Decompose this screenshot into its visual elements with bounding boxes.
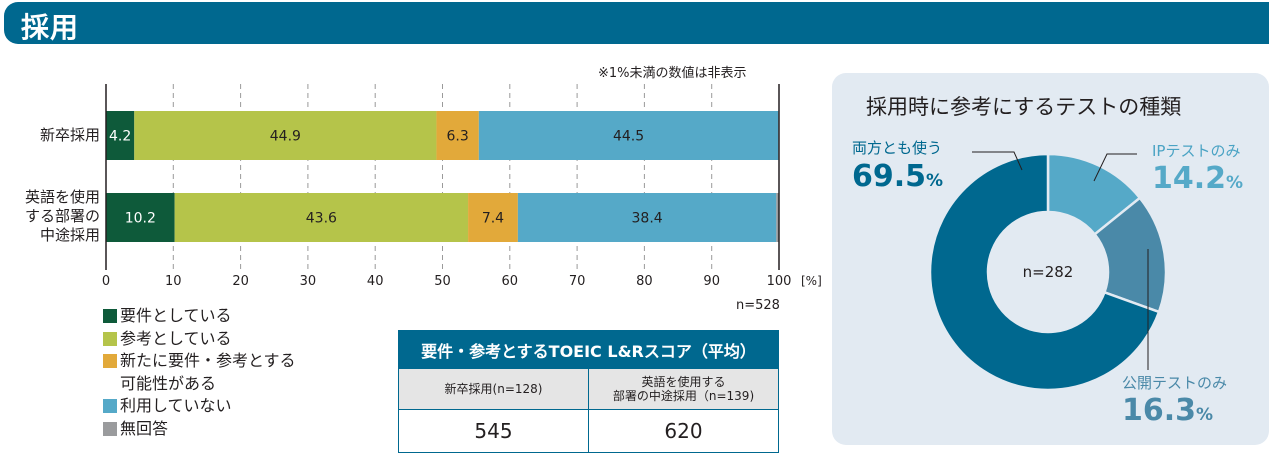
- pct-unit: %: [926, 171, 944, 191]
- pct-value: 14.2: [1152, 161, 1227, 196]
- bar-segment: [776, 193, 779, 242]
- bar-data-label: 43.6: [306, 211, 337, 227]
- legend-swatch: [103, 354, 117, 368]
- x-tick-label: 80: [636, 274, 653, 289]
- bar-data-label: 38.4: [632, 211, 663, 227]
- score-value: 545: [398, 409, 589, 453]
- legend-label: 利用していない: [120, 396, 232, 415]
- legend-item: 利用していない: [103, 395, 296, 418]
- bar-segment: [134, 111, 437, 160]
- donut-title: 採用時に参考にするテストの種類: [866, 95, 1182, 119]
- bar-segment: [468, 193, 518, 242]
- legend-item: 要件としている: [103, 305, 296, 328]
- legend-label: 無回答: [120, 418, 169, 438]
- pct-unit: %: [1226, 173, 1244, 193]
- legend-item: 参考としている: [103, 328, 296, 351]
- x-tick-label: 70: [569, 274, 586, 289]
- donut-label-public: 公開テストのみ: [1122, 374, 1228, 392]
- section-header: 採用: [4, 2, 1269, 44]
- bar-chart-n: n=528: [736, 298, 780, 313]
- legend-swatch: [103, 309, 117, 323]
- score-table-title: 要件・参考とするTOEIC L&Rスコア（平均）: [398, 330, 779, 369]
- x-tick-label: 10: [165, 274, 182, 289]
- bar-segment: [517, 193, 777, 242]
- bar-data-label: 10.2: [125, 211, 156, 227]
- chart-note: ※1%未満の数値は非表示: [598, 66, 747, 81]
- bar-segment: [106, 111, 135, 160]
- bar-category-label: 英語を使用 する部署の 中途採用: [25, 188, 100, 245]
- legend-label: 要件としている: [120, 306, 232, 325]
- leader-line-both: [972, 151, 1023, 171]
- category-label-line: 英語を使用: [24, 188, 100, 206]
- donut-pct-ip: 14.2%: [1152, 161, 1243, 196]
- x-tick-label: 90: [703, 274, 720, 289]
- score-col-header-text: 英語を使用する: [641, 375, 726, 389]
- legend-item: 新たに要件・参考とする 可能性がある: [103, 350, 296, 395]
- x-tick-label: 60: [502, 274, 519, 289]
- donut-pct-public: 16.3%: [1122, 393, 1213, 428]
- bar-data-label: 6.3: [447, 129, 469, 145]
- legend-item: 無回答: [103, 418, 296, 441]
- x-tick-label: 30: [300, 274, 317, 289]
- bar-segment: [106, 193, 175, 242]
- leader-line-ip: [1093, 153, 1137, 182]
- bar-data-label: 44.9: [270, 129, 301, 145]
- score-value: 620: [588, 409, 779, 453]
- donut-slice: [928, 152, 1161, 392]
- toeic-score-table: 要件・参考とするTOEIC L&Rスコア（平均） 新卒採用(n=128) 英語を…: [398, 330, 779, 453]
- score-col-header: 新卒採用(n=128): [398, 369, 589, 410]
- legend-swatch: [103, 421, 117, 436]
- score-col-header-text: 部署の中途採用（n=139): [612, 389, 755, 403]
- legend-label: 参考としている: [120, 328, 232, 348]
- category-label-line: する部署の: [24, 207, 100, 225]
- legend-label: 新たに要件・参考とする 可能性がある: [120, 351, 296, 393]
- stacked-bar-chart: 0 10 20 30 40 50 60 70 80 90 100 [%] 4.2 44.9 6.3 44.5 1…: [102, 84, 822, 289]
- bar-data-label: 44.5: [613, 129, 644, 145]
- bar-segment: [436, 111, 479, 160]
- category-label-line: 新卒採用: [39, 126, 100, 144]
- legend-swatch: [103, 399, 117, 413]
- bar-data-label: 4.2: [109, 129, 131, 145]
- pct-value: 16.3: [1122, 393, 1197, 428]
- bar-legend: 要件としている 参考としている新たに要件・参考とする 可能性がある利用していない 無回…: [103, 305, 296, 440]
- section-title: 採用: [21, 11, 80, 44]
- bar-data-label: 7.4: [482, 211, 504, 227]
- donut-label-ip: IPテストのみ: [1152, 142, 1241, 160]
- donut-pct-both: 69.5%: [852, 159, 943, 194]
- bar-segment: [478, 111, 779, 160]
- pct-unit: %: [1196, 405, 1214, 425]
- bar-category-label: 新卒採用: [40, 126, 100, 145]
- x-tick-label: 0: [102, 274, 110, 289]
- x-tick-label: 50: [434, 274, 451, 289]
- legend-swatch: [103, 331, 117, 346]
- x-tick-label: 40: [367, 274, 384, 289]
- score-col-header: 英語を使用する 部署の中途採用（n=139): [588, 369, 779, 410]
- bar-segment: [174, 193, 469, 242]
- donut-chart: n=282: [928, 151, 1168, 392]
- donut-label-both: 両方とも使う: [852, 139, 943, 157]
- score-col-header-text: 新卒採用(n=128): [444, 382, 543, 396]
- x-tick-label: 20: [232, 274, 249, 289]
- x-tick-label: 100: [767, 274, 792, 289]
- category-label-line: 中途採用: [39, 226, 100, 244]
- donut-center-label: n=282: [1023, 263, 1074, 281]
- x-unit-label: [%]: [801, 274, 822, 288]
- donut-panel: 採用時に参考にするテストの種類 n=282 両方とも使う 69.5% IPテスト…: [832, 73, 1269, 445]
- pct-value: 69.5: [852, 159, 927, 194]
